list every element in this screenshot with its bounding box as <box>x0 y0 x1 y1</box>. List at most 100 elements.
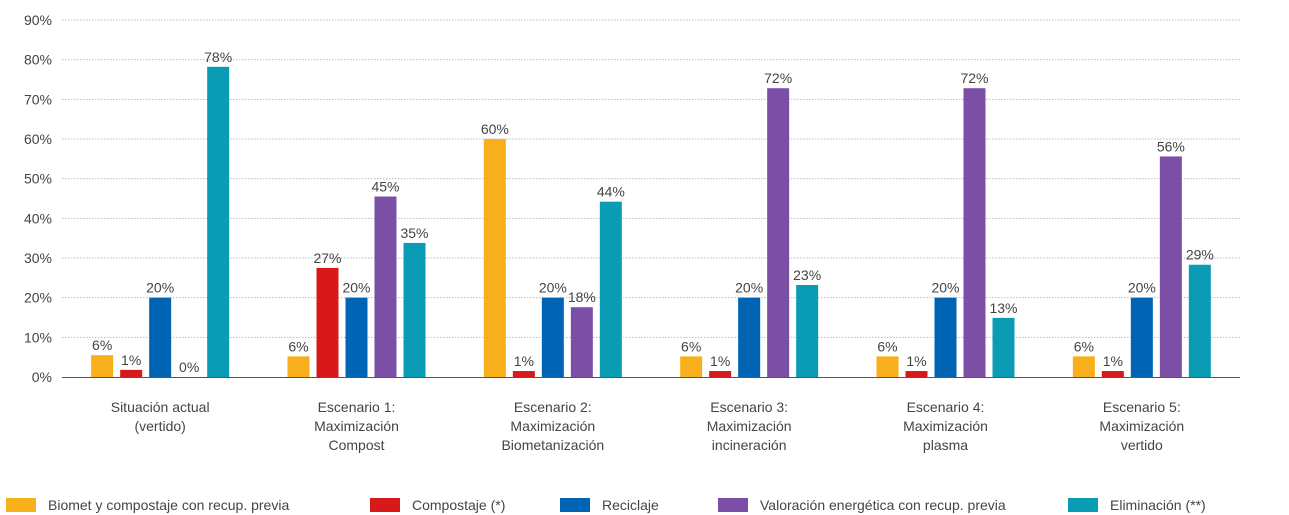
bar <box>876 356 899 377</box>
bar <box>1072 356 1095 377</box>
category-label: Escenario 2: <box>514 399 592 415</box>
category-label: Maximización <box>707 418 792 434</box>
y-tick-label: 0% <box>32 369 52 385</box>
legend-swatch <box>1068 497 1098 512</box>
bar <box>403 242 426 377</box>
legend-item: Valoración energética con recup. previa <box>718 494 1006 515</box>
data-label: 1% <box>906 353 926 369</box>
bar <box>709 371 732 377</box>
y-tick-label: 40% <box>24 210 52 226</box>
data-label: 1% <box>121 352 141 368</box>
legend-item: Biomet y compostaje con recup. previa <box>6 494 289 515</box>
data-label: 29% <box>1186 247 1214 263</box>
data-label: 1% <box>710 353 730 369</box>
category-label: (vertido) <box>134 418 185 434</box>
data-label: 23% <box>793 267 821 283</box>
bar <box>992 317 1015 377</box>
bar <box>963 88 986 377</box>
bar <box>120 369 143 377</box>
y-tick-label: 50% <box>24 171 52 187</box>
bar <box>287 356 310 377</box>
y-tick-label: 90% <box>24 12 52 28</box>
data-label: 20% <box>146 280 174 296</box>
data-label: 18% <box>568 289 596 305</box>
bar <box>905 371 928 377</box>
data-label: 20% <box>1128 280 1156 296</box>
bar <box>207 66 230 377</box>
bar-chart: 0% 10% 20% 30% 40% 50% 60% 70% 80% 90% 6% 1% 20% 0% 78… <box>24 12 1240 453</box>
data-label: 60% <box>481 121 509 137</box>
data-label: 6% <box>877 338 897 354</box>
data-label: 6% <box>681 338 701 354</box>
bar <box>149 297 172 377</box>
data-label: 35% <box>400 225 428 241</box>
bar <box>796 284 819 377</box>
bar <box>1101 371 1124 377</box>
y-tick-label: 60% <box>24 131 52 147</box>
bar <box>512 371 535 377</box>
bar <box>570 307 593 377</box>
category-label: Compost <box>328 437 384 453</box>
data-label: 20% <box>735 280 763 296</box>
data-label: 13% <box>989 300 1017 316</box>
chart-legend: Biomet y compostaje con recup. previa Com… <box>0 494 1289 515</box>
legend-swatch <box>6 497 36 512</box>
bar <box>738 297 761 377</box>
data-label: 27% <box>313 250 341 266</box>
legend-label: Valoración energética con recup. previa <box>760 496 1006 513</box>
legend-item: Eliminación (**) <box>1068 494 1206 515</box>
legend-label: Biomet y compostaje con recup. previa <box>48 496 290 513</box>
data-label: 20% <box>342 280 370 296</box>
legend-label: Reciclaje <box>602 496 659 513</box>
y-tick-label: 10% <box>24 329 52 345</box>
data-label: 20% <box>539 280 567 296</box>
bar <box>1130 297 1153 377</box>
data-label: 6% <box>1074 338 1094 354</box>
y-tick-label: 30% <box>24 250 52 266</box>
y-tick-label: 80% <box>24 52 52 68</box>
bar <box>767 88 790 377</box>
data-label: 20% <box>931 280 959 296</box>
data-label: 44% <box>597 184 625 200</box>
category-label: Maximización <box>1099 418 1184 434</box>
category-label: Escenario 5: <box>1103 399 1181 415</box>
category-label: plasma <box>923 437 968 453</box>
legend-swatch <box>560 497 590 512</box>
category-label: incineración <box>712 437 787 453</box>
bar <box>1188 264 1211 377</box>
legend-label: Compostaje (*) <box>412 496 506 513</box>
data-label: 72% <box>764 70 792 86</box>
legend-label: Eliminación (**) <box>1110 496 1206 513</box>
data-label: 72% <box>960 70 988 86</box>
category-label: Escenario 1: <box>318 399 396 415</box>
category-label: Maximización <box>903 418 988 434</box>
legend-item: Compostaje (*) <box>370 494 505 515</box>
data-label: 56% <box>1157 138 1185 154</box>
bar <box>91 355 114 377</box>
legend-swatch <box>718 497 748 512</box>
data-label: 1% <box>514 353 534 369</box>
category-label: Situación actual <box>111 399 210 415</box>
bar <box>316 267 339 377</box>
category-label: vertido <box>1121 437 1163 453</box>
bar <box>599 201 622 377</box>
data-label: 6% <box>92 337 112 353</box>
category-label: Escenario 4: <box>907 399 985 415</box>
category-label: Maximización <box>314 418 399 434</box>
legend-swatch <box>370 497 400 512</box>
bar <box>680 356 703 377</box>
data-label: 0% <box>179 359 199 375</box>
bar <box>483 139 506 377</box>
data-label: 1% <box>1103 353 1123 369</box>
data-label: 45% <box>371 179 399 195</box>
category-label: Escenario 3: <box>710 399 788 415</box>
y-tick-label: 20% <box>24 290 52 306</box>
data-label: 6% <box>288 338 308 354</box>
category-label: Biometanización <box>501 437 604 453</box>
legend-item: Reciclaje <box>560 494 659 515</box>
bar <box>541 297 564 377</box>
bar <box>1159 156 1182 377</box>
category-label: Maximización <box>510 418 595 434</box>
data-label: 78% <box>204 49 232 65</box>
bar <box>934 297 957 377</box>
